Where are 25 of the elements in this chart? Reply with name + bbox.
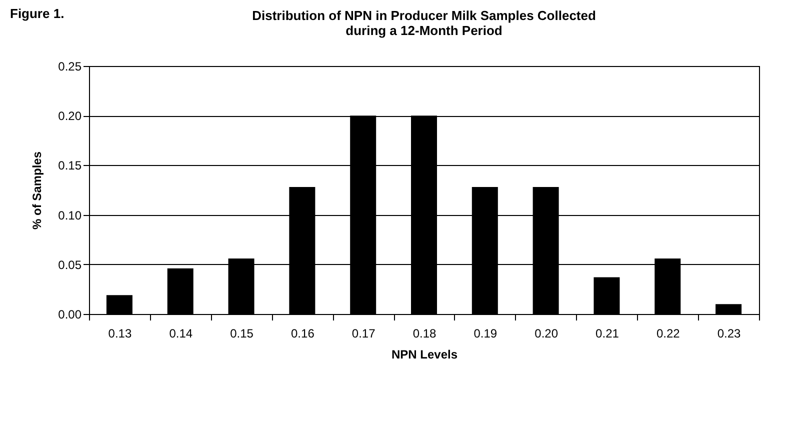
y-tick-label: 0.00 bbox=[58, 308, 82, 322]
x-tick-label: 0.14 bbox=[169, 326, 193, 340]
y-tick-label: 0.25 bbox=[58, 60, 82, 74]
x-tick-label: 0.13 bbox=[108, 326, 132, 340]
caption: Figure 1. bbox=[10, 6, 64, 21]
y-tick-label: 0.15 bbox=[58, 158, 82, 173]
y-tick-label: 0.20 bbox=[58, 109, 82, 124]
x-axis-title: NPN Levels bbox=[391, 348, 458, 362]
x-tick-label: 0.21 bbox=[596, 326, 620, 340]
bar bbox=[167, 268, 194, 314]
chart-title: Distribution of NPN in Producer Milk Samples Collected during a 12-Month Period bbox=[252, 8, 596, 38]
x-tick-label: 0.19 bbox=[474, 326, 498, 340]
bar bbox=[106, 295, 132, 314]
bar bbox=[594, 277, 620, 314]
x-tick-label: 0.20 bbox=[534, 326, 558, 340]
x-tick-label: 0.16 bbox=[291, 326, 315, 340]
x-tick-label: 0.17 bbox=[352, 326, 376, 340]
x-tick-label: 0.22 bbox=[656, 326, 680, 340]
y-axis-title: % of Samples bbox=[30, 151, 44, 230]
x-tick-label: 0.23 bbox=[717, 326, 742, 340]
y-tick-label: 0.10 bbox=[58, 208, 82, 222]
x-tick-label: 0.15 bbox=[230, 326, 254, 340]
x-tick-label: 0.18 bbox=[412, 326, 436, 340]
bar bbox=[716, 304, 742, 314]
y-tick-label: 0.05 bbox=[58, 258, 82, 272]
